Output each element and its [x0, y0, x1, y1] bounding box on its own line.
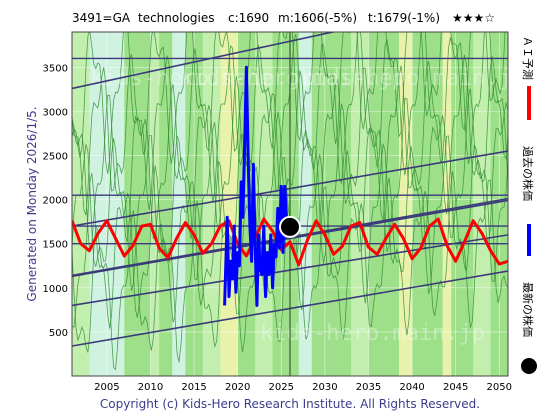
x-tick-label: 2025	[269, 382, 294, 393]
indicator-line	[72, 32, 506, 175]
channel-lines	[72, 32, 508, 376]
moving-average: m:1606(-5%)	[278, 11, 357, 25]
latest-marker-layer	[279, 215, 301, 238]
bg-band	[72, 32, 90, 376]
x-tick-label: 2010	[138, 382, 163, 393]
bg-band	[442, 32, 452, 376]
y-tick-label: 3500	[43, 63, 68, 74]
y-axis: 500 1000 1500 2000 2500 3000 3500	[43, 63, 68, 339]
y-tick-label: 2500	[43, 151, 68, 162]
x-tick-label: 2050	[487, 382, 512, 393]
y-tick-label: 2000	[43, 196, 68, 207]
past-price-line	[223, 65, 292, 307]
generated-date-label: Generated on Monday 2026/1/5.	[25, 106, 39, 301]
svg-text:kids-hero.main.jp: kids-hero.main.jp	[300, 66, 525, 91]
svg-text:kids-hero.main.jp: kids-hero.main.jp	[260, 321, 485, 346]
legend-latest-label: 最新の株価	[521, 282, 535, 337]
chart-header: 3491=GA technologies c:1690 m:1606(-5%) …	[72, 11, 495, 25]
watermark: kids-hero.main.jp kids-hero.main.jp kids…	[90, 66, 525, 346]
svg-text:kids-hero.main.jp: kids-hero.main.jp	[180, 66, 405, 91]
x-tick-label: 2005	[94, 382, 119, 393]
x-tick-label: 2030	[312, 382, 337, 393]
y-tick-label: 3000	[43, 107, 68, 118]
stock-code: 3491=GA	[72, 11, 131, 25]
series-lines	[72, 65, 508, 307]
y-tick-label: 1500	[43, 240, 68, 251]
latest-price-marker	[279, 215, 301, 238]
bg-band	[351, 32, 369, 376]
legend-ai-label: ＡＩ予測	[521, 36, 535, 80]
x-tick-label: 2040	[399, 382, 424, 393]
target-price: t:1679(-1%)	[368, 11, 440, 25]
ai-forecast-line	[72, 217, 508, 267]
rating-stars: ★★★☆	[452, 11, 495, 25]
copyright: Copyright (c) Kids-Hero Research Institu…	[100, 397, 480, 411]
x-axis: 2005 2010 2015 2020 2025 2030 2035 2040 2045 2050	[94, 382, 512, 393]
x-tick-label: 2045	[443, 382, 468, 393]
sector-label: technologies	[138, 11, 215, 25]
legend-past-label: 過去の株価	[521, 146, 535, 201]
x-tick-label: 2035	[356, 382, 381, 393]
y-tick-label: 1000	[43, 284, 68, 295]
y-tick-label: 500	[49, 328, 68, 339]
x-tick-label: 2015	[181, 382, 206, 393]
legend-latest-swatch	[521, 358, 537, 374]
close-price: c:1690	[228, 11, 269, 25]
plot-frame	[71, 31, 509, 377]
svg-text:kids-hero.main.jp: kids-hero.main.jp	[90, 66, 315, 91]
x-tick-label: 2020	[225, 382, 250, 393]
legend: ＡＩ予測 過去の株価 最新の株価	[521, 36, 537, 374]
